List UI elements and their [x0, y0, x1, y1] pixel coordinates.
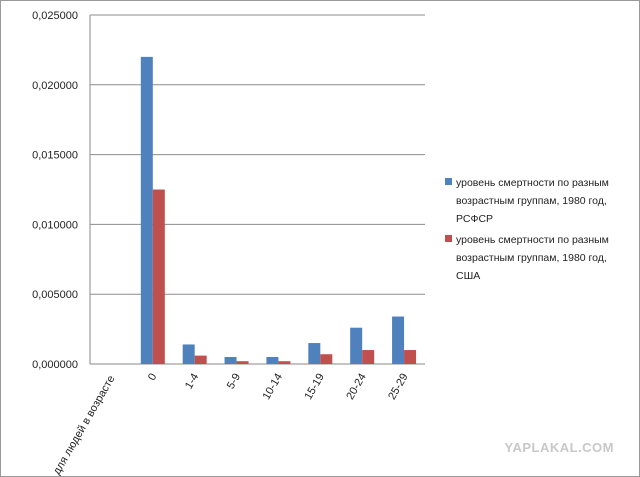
- y-axis-ticks: 0,000000 0,005000 0,010000 0,015000 0,020000…: [32, 10, 78, 371]
- bar-series-1-15-19: [308, 343, 321, 364]
- bar-series-2-25-29: [404, 350, 417, 364]
- bar-series-1-0: [140, 56, 153, 364]
- bar-series-2-10-14: [278, 361, 291, 364]
- x-tick-label: 10-14: [261, 372, 285, 402]
- bar-series-1-20-24: [350, 327, 363, 364]
- y-tick-label: 0,010000: [32, 219, 78, 231]
- bar-series-2-5-9: [236, 361, 249, 364]
- legend-label-2: США: [456, 270, 480, 282]
- x-tick-label: 25-29: [386, 372, 410, 402]
- x-tick-label: 5-9: [225, 372, 243, 392]
- bar-series-1-25-29: [392, 316, 405, 364]
- x-axis-ticks: для людей в возрасте 0 1-4 5-9 10-14 15-19 20-…: [51, 372, 411, 477]
- bar-series-2-15-19: [320, 354, 333, 364]
- legend-label-1: возрастным группам, 1980 год,: [456, 195, 607, 207]
- legend-label-1: РСФСР: [456, 213, 493, 225]
- y-tick-label: 0,005000: [32, 289, 78, 301]
- x-tick-label: 0: [146, 372, 159, 383]
- legend-swatch-2: [445, 235, 452, 242]
- legend-label-1: уровень смертности по разным: [456, 177, 609, 189]
- legend-swatch-1: [445, 178, 452, 185]
- bar-series-2-1-4: [194, 355, 207, 364]
- x-tick-label: 15-19: [302, 372, 326, 402]
- bar-series-1-10-14: [266, 357, 279, 364]
- x-tick-label: 1-4: [183, 372, 201, 392]
- y-tick-label: 0,020000: [32, 80, 78, 92]
- bar-series-1-1-4: [182, 344, 195, 364]
- gridlines: [89, 14, 425, 365]
- y-tick-label: 0,015000: [32, 150, 78, 162]
- y-tick-label: 0,000000: [32, 359, 78, 371]
- y-tick-label: 0,025000: [32, 10, 78, 22]
- watermark: YAPLAKAL.COM: [504, 440, 614, 455]
- legend-label-2: уровень смертности по разным: [456, 234, 609, 246]
- x-tick-label: 20-24: [344, 372, 368, 402]
- legend-label-2: возрастным группам, 1980 год,: [456, 252, 607, 264]
- bar-series-2-0: [152, 189, 165, 364]
- bars: [140, 56, 417, 364]
- bar-series-1-5-9: [224, 357, 237, 364]
- x-category-axis-label: для людей в возрасте: [51, 374, 118, 477]
- legend: уровень смертности по разным возрастным г…: [445, 177, 609, 282]
- bar-series-2-20-24: [362, 350, 375, 364]
